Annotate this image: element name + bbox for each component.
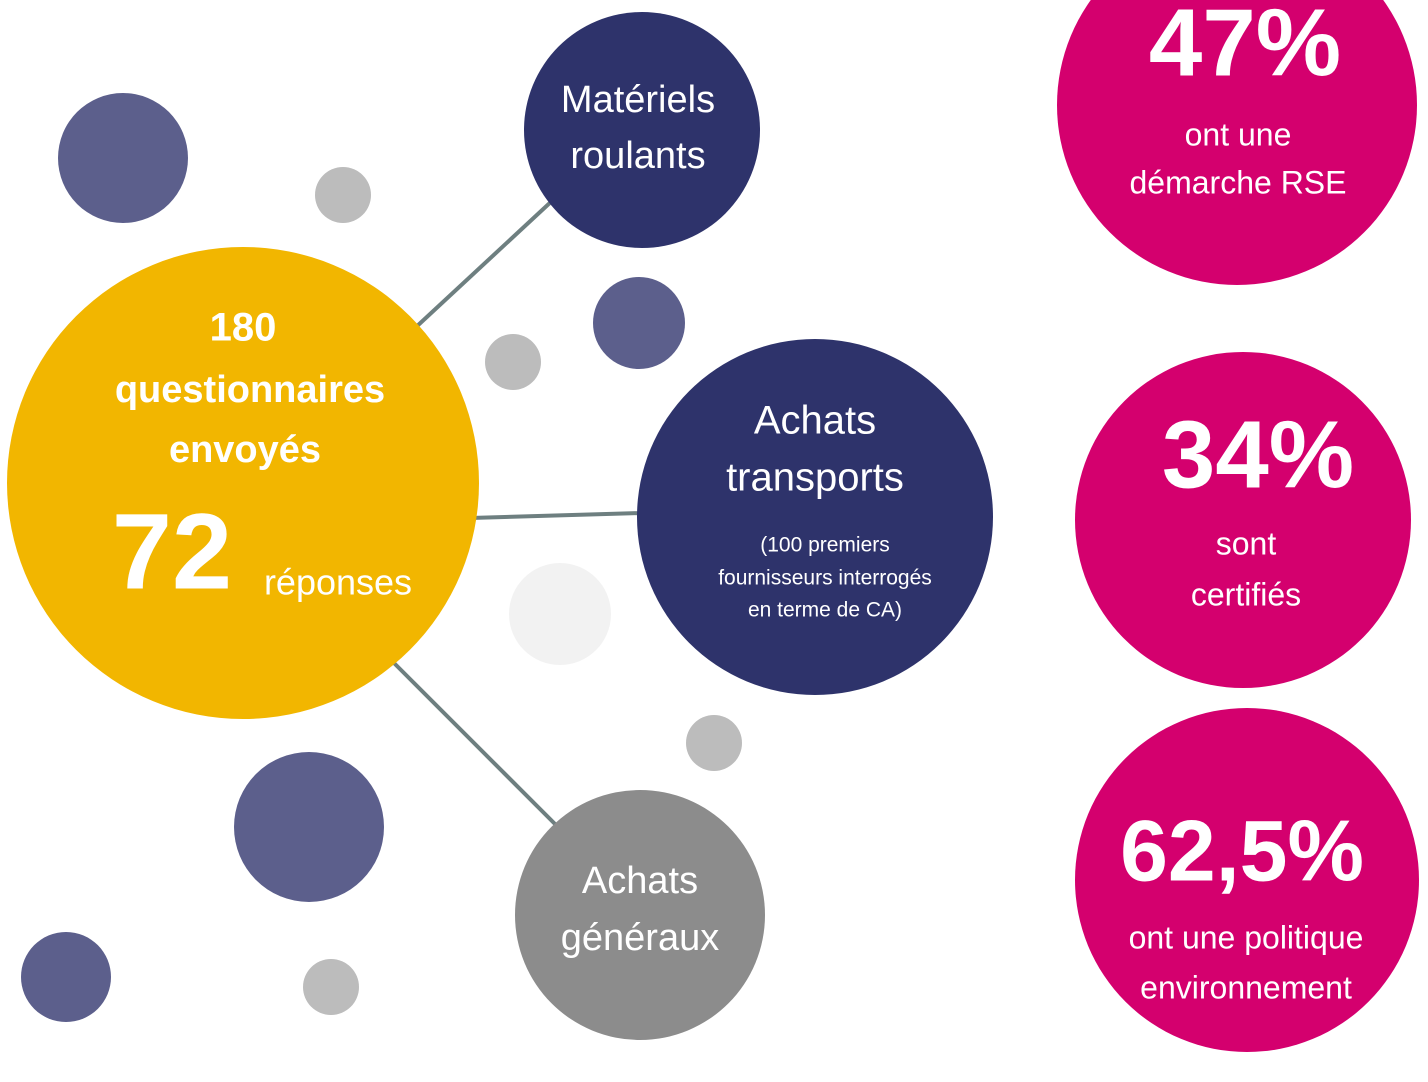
connector [391, 660, 558, 827]
dot [303, 959, 359, 1015]
stat: 62,5% ont une politique environnement [1075, 708, 1419, 1052]
dot [509, 563, 611, 665]
branch-line: Achats [754, 399, 876, 443]
dot [21, 932, 111, 1022]
branch-line: Matériels [561, 79, 715, 121]
branch-circle [515, 790, 765, 1040]
center-count: 72 [112, 491, 232, 612]
stat-circle [1057, 0, 1417, 285]
stat-line: certifiés [1191, 576, 1301, 612]
stat-circle [1075, 708, 1419, 1052]
center-line: 180 [210, 306, 277, 350]
stat: 34% sont certifiés [1075, 352, 1411, 688]
branch-note: fournisseurs interrogés [718, 567, 932, 590]
branch-line: transports [726, 456, 904, 500]
center-circle [7, 247, 479, 719]
dot [315, 167, 371, 223]
branch: Achats généraux [515, 790, 765, 1040]
dot [234, 752, 384, 902]
branch-line: généraux [561, 917, 719, 959]
stat-line: ont une [1185, 116, 1292, 152]
branch-circle [637, 339, 993, 695]
center-line: questionnaires [115, 369, 385, 411]
branch-note: (100 premiers [760, 534, 890, 557]
connectors [391, 198, 643, 827]
stat: 47% ont une démarche RSE [1057, 0, 1417, 285]
stat-line: démarche RSE [1130, 164, 1347, 200]
branch-circle [524, 12, 760, 248]
dot [485, 334, 541, 390]
decor [21, 93, 742, 1022]
center-count-label: réponses [264, 562, 412, 603]
stat-value: 47% [1149, 0, 1341, 96]
dot [593, 277, 685, 369]
branch-line: roulants [570, 135, 705, 177]
center-line: envoyés [169, 429, 321, 471]
connector [469, 511, 643, 520]
branch-line: Achats [582, 860, 698, 902]
connector [413, 198, 555, 330]
stat-value: 34% [1162, 401, 1354, 508]
dot [686, 715, 742, 771]
stat-line: sont [1216, 525, 1277, 561]
stat-circle [1075, 352, 1411, 688]
stat-value: 62,5% [1120, 804, 1364, 900]
stat-line: ont une politique [1129, 919, 1364, 955]
branch: Matériels roulants [524, 12, 760, 248]
branch: Achats transports (100 premiers fourniss… [637, 339, 993, 695]
stat-line: environnement [1140, 969, 1352, 1005]
branch-note: en terme de CA) [748, 599, 902, 622]
center-node: 180 questionnaires envoyés 72 réponses [7, 247, 479, 719]
dot [58, 93, 188, 223]
